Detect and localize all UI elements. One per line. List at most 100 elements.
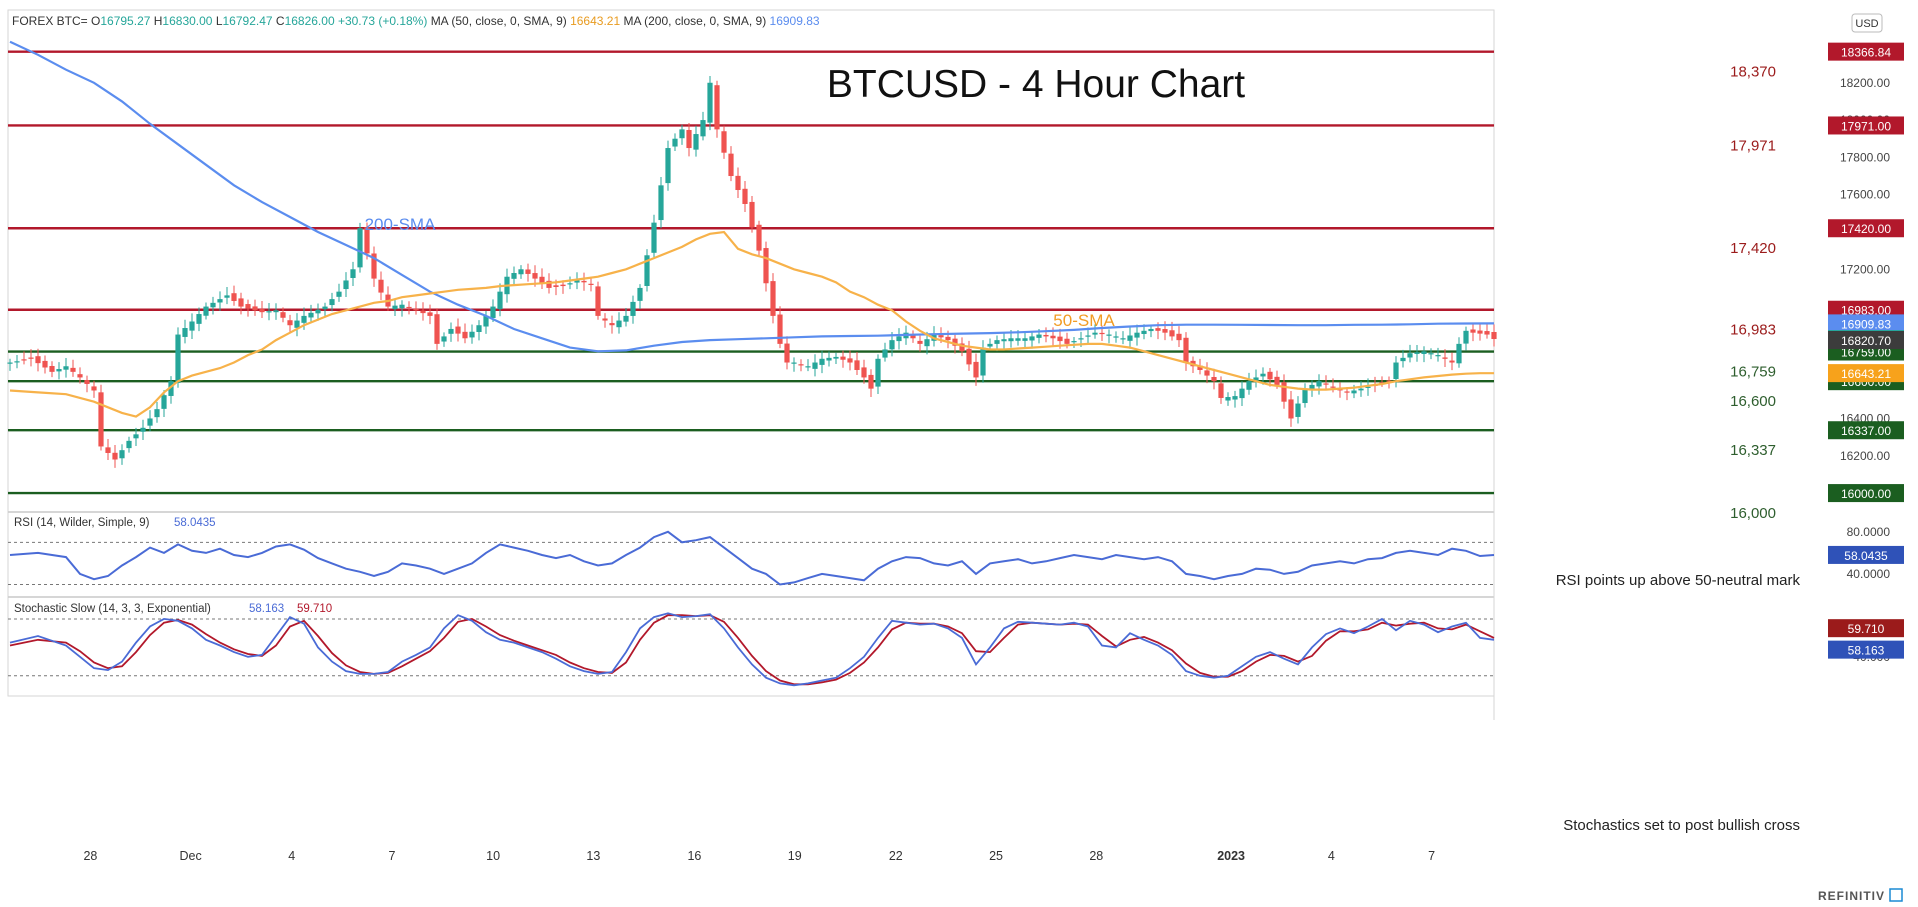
candle-body [756,224,762,251]
candle-body [1057,336,1063,342]
candle-body [1183,337,1189,363]
rsi-tick-label: 40.0000 [1847,567,1891,581]
plot-frame [7,9,1495,697]
candle-body [259,309,265,313]
stoch-d-tag-label: 59.710 [1848,622,1885,636]
candle-body [1330,386,1336,388]
candle-body [1351,390,1357,394]
candle-body [14,361,20,363]
candle-body [1043,334,1049,337]
candle-body [371,253,377,279]
candle-body [924,339,930,347]
candle-body [357,228,363,268]
price-tick-label: 17800.00 [1840,150,1890,164]
ohlc-key: L [216,14,223,28]
ma200-value: 16909.83 [770,14,820,28]
rsi-value-tag-label: 58.0435 [1844,549,1888,563]
candle-body [1001,339,1007,342]
candle-body [889,340,895,350]
candle-body [1036,334,1042,338]
ohlc-key: H [154,14,163,28]
candle-body [840,356,846,360]
candle-body [308,312,314,318]
price-tag-label: 16820.70 [1841,334,1891,348]
level-tag-label: 16759.00 [1841,346,1891,360]
level-label: 16,759 [1730,364,1776,381]
change-value: +30.73 (+0.18%) [338,14,431,28]
price-tick-label: 17600.00 [1840,188,1890,202]
candle-body [861,367,867,378]
level-label: 17,971 [1730,137,1776,154]
price-tag-label: 16909.83 [1841,317,1891,331]
symbol-label: FOREX BTC= [12,14,91,28]
brand-logo-icon [1889,888,1903,902]
candle-body [1246,381,1252,390]
candle-body [154,409,160,418]
candle-body [455,326,461,334]
time-tick-label: 28 [1089,849,1103,863]
candle-body [560,284,566,287]
price-tag-label: 16643.21 [1841,367,1891,381]
candle-body [1428,353,1434,355]
candle-body [833,356,839,359]
ma200-label: MA (200, close, 0, SMA, 9) [623,14,769,28]
candle-body [497,291,503,310]
candle-body [56,369,62,372]
candle-body [581,280,587,283]
candle-body [392,305,398,310]
candle-body [1141,330,1147,334]
candle-body [574,280,580,283]
ohlc-key: C [276,14,285,28]
candle-body [287,320,293,326]
candle-body [294,320,300,328]
candle-body [1232,396,1238,400]
candle-body [42,360,48,368]
candle-body [1092,332,1098,335]
candle-body [553,285,559,287]
candle-body [917,340,923,344]
candle-body [994,340,1000,344]
candle-body [805,366,811,368]
level-tag-label: 16983.00 [1841,304,1891,318]
candle-body [7,362,13,364]
ma50-value: 16643.21 [570,14,623,28]
candle-body [1197,365,1203,370]
candle-body [1260,373,1266,377]
candle-body [413,308,419,311]
time-tick-label: 28 [83,849,97,863]
candle-body [1148,328,1154,332]
candle-body [1078,338,1084,340]
candle-body [826,357,832,361]
level-tag-label: 18366.84 [1841,46,1891,60]
candle-body [952,338,958,346]
legend-header: FOREX BTC= O16795.27 H16830.00 L16792.47… [12,14,820,28]
candle-body [1470,329,1476,333]
candle-body [595,286,601,316]
candle-body [1211,376,1217,382]
time-tick-label: 13 [586,849,600,863]
candle-body [28,357,34,359]
candle-body [854,360,860,370]
level-tag [1828,300,1904,319]
level-tag [1828,116,1904,135]
candle-body [1050,335,1056,339]
candle-body [49,366,55,372]
candle-body [273,310,279,313]
stoch-k-line [9,612,1495,687]
price-tick-label: 18200.00 [1840,76,1890,90]
candle-body [1295,403,1301,417]
level-label: 16,000 [1730,505,1776,522]
candle-body [434,314,440,344]
candle-body [490,306,496,319]
candle-body [1386,380,1392,382]
level-label: 16,600 [1730,393,1776,410]
level-tag [1828,484,1904,503]
candle-body [84,380,90,384]
candle-body [910,335,916,339]
time-tick-label: 2023 [1217,849,1245,863]
candle-body [77,374,83,378]
rsi-note: RSI points up above 50-neutral mark [1556,572,1801,589]
candle-body [245,304,251,309]
candle-body [623,315,629,322]
candle-body [784,343,790,363]
